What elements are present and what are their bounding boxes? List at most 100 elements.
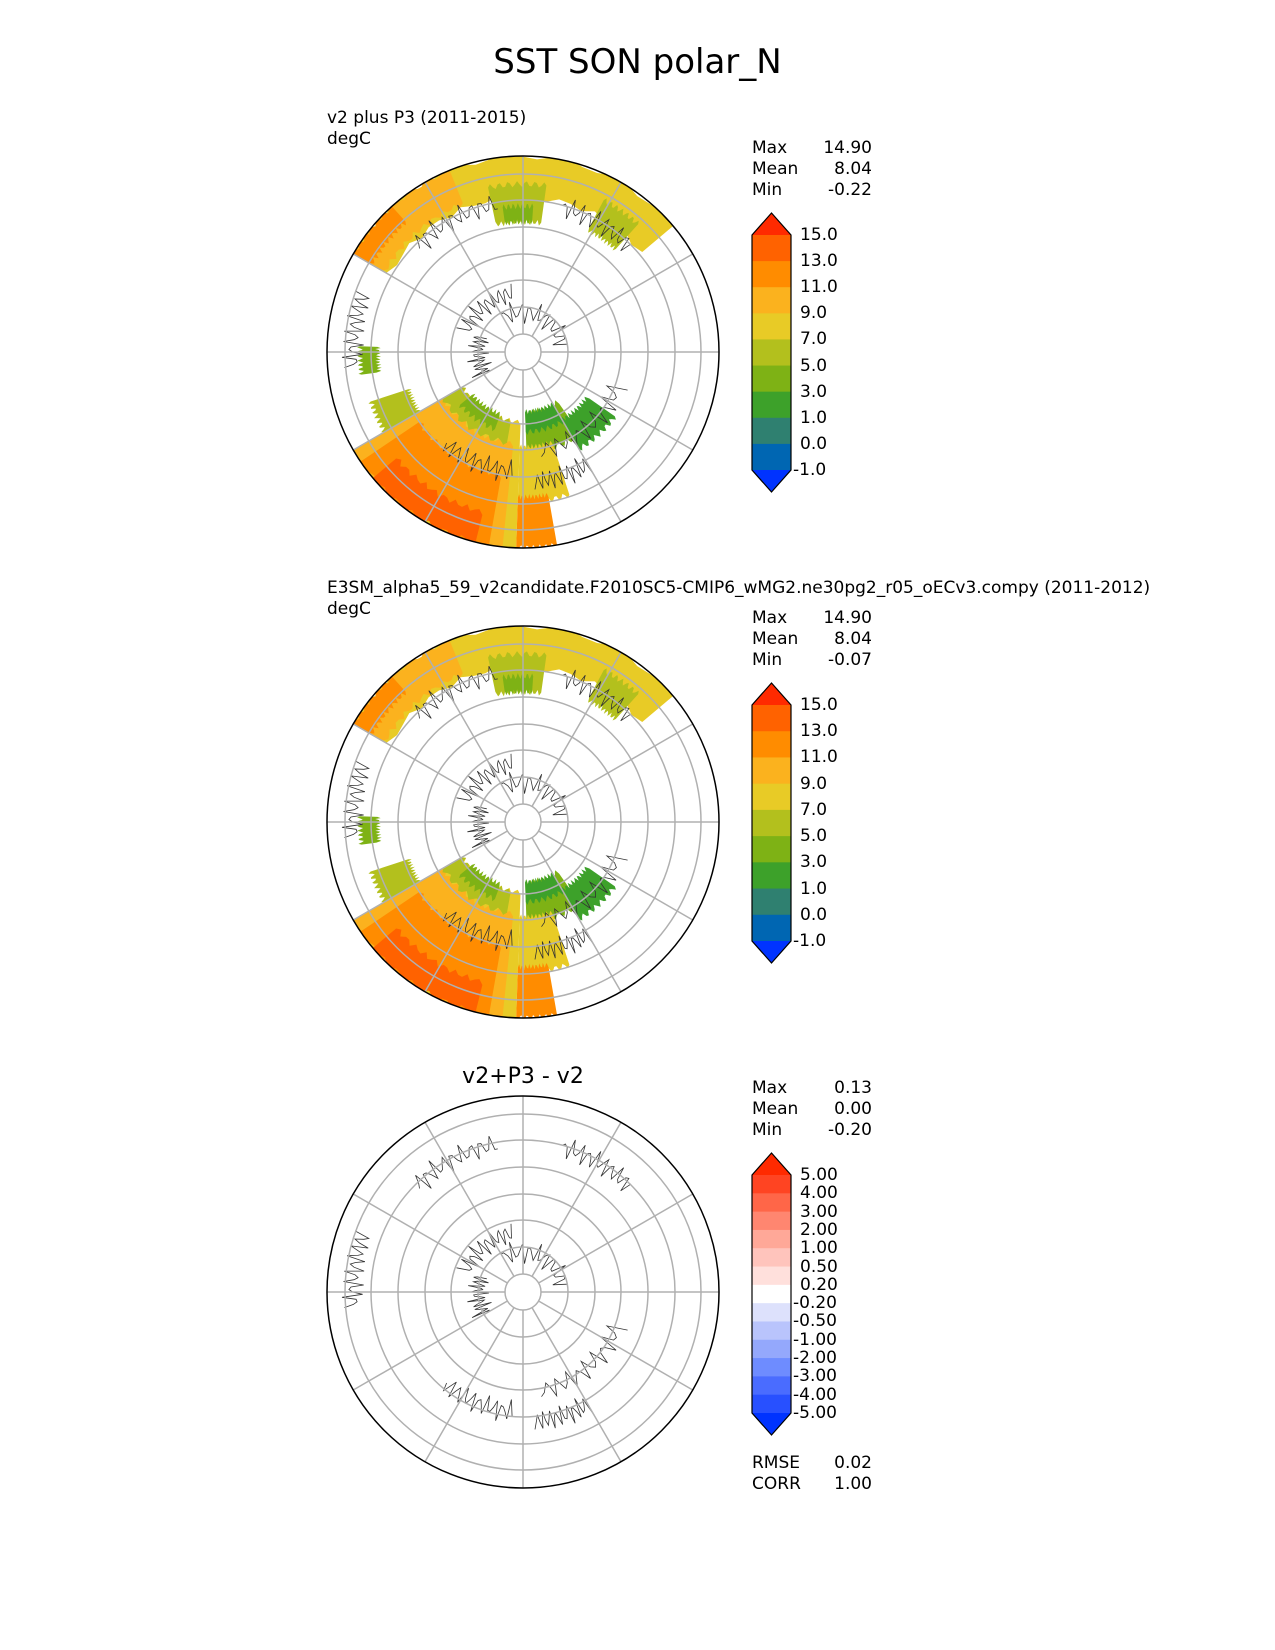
sst-region [488, 651, 547, 697]
colorbar-segment [752, 862, 791, 890]
coastline [467, 1276, 492, 1318]
colorbar-extend-max [752, 1153, 791, 1175]
colorbar-segment [752, 1394, 791, 1414]
longitude-gridline [424, 1307, 515, 1463]
panel2-title: E3SM_alpha5_59_v2candidate.F2010SC5-CMIP… [327, 578, 1150, 620]
longitude-gridline [352, 1193, 508, 1284]
panel3-metrics: RMSE 0.02 CORR 1.00 [752, 1453, 872, 1495]
coastline [500, 772, 568, 816]
colorbar-tick-label: 7.0 [800, 329, 828, 350]
longitude-gridline [352, 1300, 508, 1391]
longitude-gridline [531, 651, 622, 807]
sst-region [516, 492, 558, 548]
colorbar-outline [751, 682, 792, 964]
colorbar-outline [751, 212, 792, 493]
longitude-gridline [538, 723, 694, 814]
sst-region [502, 673, 534, 696]
colorbar-panel3 [751, 1152, 792, 1436]
sst-region [517, 910, 570, 975]
colorbar-segment [752, 783, 791, 811]
corr-label: CORR [752, 1474, 801, 1494]
mean-value: 8.04 [834, 159, 872, 179]
coastline [467, 336, 492, 378]
latitude-gridline [504, 333, 542, 371]
figure-title: SST SON polar_N [493, 42, 782, 82]
panel2-case-name: E3SM_alpha5_59_v2candidate.F2010SC5-CMIP… [327, 578, 1151, 598]
panel1-stats: Max 14.90 Mean 8.04 Min -0.22 [752, 138, 872, 201]
colorbar-segment [752, 757, 791, 785]
panel1-title: v2 plus P3 (2011-2015) degC [327, 108, 526, 150]
colorbar-tick-label: 0.0 [800, 433, 828, 454]
colorbar-tick-label: 5.0 [800, 355, 828, 376]
colorbar-tick-label: 13.0 [800, 251, 838, 272]
colorbar-tick-label: -1.0 [793, 931, 827, 951]
max-label: Max [752, 1078, 788, 1098]
longitude-gridline [352, 253, 508, 344]
sst-region [357, 346, 382, 375]
coastline [534, 458, 595, 490]
coastline [500, 1242, 568, 1286]
longitude-gridline [538, 830, 694, 921]
mean-label: Mean [752, 1099, 799, 1119]
longitude-gridline [531, 181, 622, 337]
max-label: Max [752, 138, 788, 158]
colorbar-segment [752, 261, 791, 288]
colorbar-segment [752, 1211, 791, 1231]
coastline [415, 195, 498, 249]
panel2-units: degC [327, 599, 371, 619]
colorbar-segment [752, 287, 791, 314]
colorbar-tick-label: 5.0 [800, 826, 828, 847]
coastline [500, 302, 568, 346]
colorbar-tick-label: -1.0 [793, 460, 827, 480]
colorbar-tick-label: 3.0 [800, 381, 828, 402]
coastline [442, 911, 513, 951]
colorbar-tick-label: 1.0 [800, 878, 828, 899]
colorbar-segment [752, 1303, 791, 1322]
sst-region [459, 863, 500, 902]
colorbar-tick-label: 9.0 [800, 303, 828, 324]
colorbar-segment [752, 1248, 791, 1268]
longitude-gridline [352, 360, 508, 451]
coastline [341, 760, 370, 838]
colorbar-extend-min [752, 1413, 791, 1435]
colorbar-tick-label: 4.00 [800, 1183, 838, 1204]
sst-region [517, 440, 570, 505]
colorbar-segment [752, 1321, 791, 1341]
colorbar-extend-max [752, 213, 791, 235]
sst-region [488, 181, 547, 227]
colorbar-tick-label: 0.50 [800, 1256, 838, 1277]
colorbar-segment [752, 339, 791, 367]
colorbar-segment [752, 1193, 791, 1213]
longitude-gridline [538, 1193, 694, 1284]
polar-map-1 [326, 155, 720, 549]
coastline [341, 1230, 370, 1308]
sst-region [351, 205, 406, 264]
colorbar-tick-label: 9.0 [800, 773, 828, 794]
colorbar-segment [752, 836, 791, 863]
coastline [467, 806, 492, 848]
polar-map-3 [326, 1095, 720, 1489]
colorbar-segment [752, 914, 791, 942]
corr-value: 1.00 [834, 1474, 872, 1494]
colorbar-segment [752, 365, 791, 393]
longitude-gridline [352, 723, 508, 814]
map-boundary [326, 1095, 720, 1489]
longitude-gridline [424, 651, 515, 807]
colorbar-tick-label: 15.0 [800, 695, 838, 715]
colorbar-tick-label: 0.20 [800, 1274, 838, 1295]
max-value: 0.13 [834, 1078, 872, 1098]
colorbar-tick-label: -1.00 [793, 1329, 837, 1350]
colorbar-segment [752, 443, 791, 471]
map-boundary [326, 155, 720, 549]
colorbar-tick-label: -3.00 [793, 1366, 837, 1387]
sst-region [516, 962, 558, 1018]
colorbar-segment [752, 888, 791, 916]
colorbar-tick-label: 11.0 [800, 277, 838, 298]
longitude-gridline [424, 367, 515, 523]
colorbar-segment [752, 1358, 791, 1377]
colorbar-tick-label: 3.00 [800, 1201, 838, 1222]
sst-field [341, 156, 674, 548]
max-value: 14.90 [823, 608, 872, 628]
colorbar-panel1 [751, 212, 792, 493]
coastline [534, 928, 595, 960]
